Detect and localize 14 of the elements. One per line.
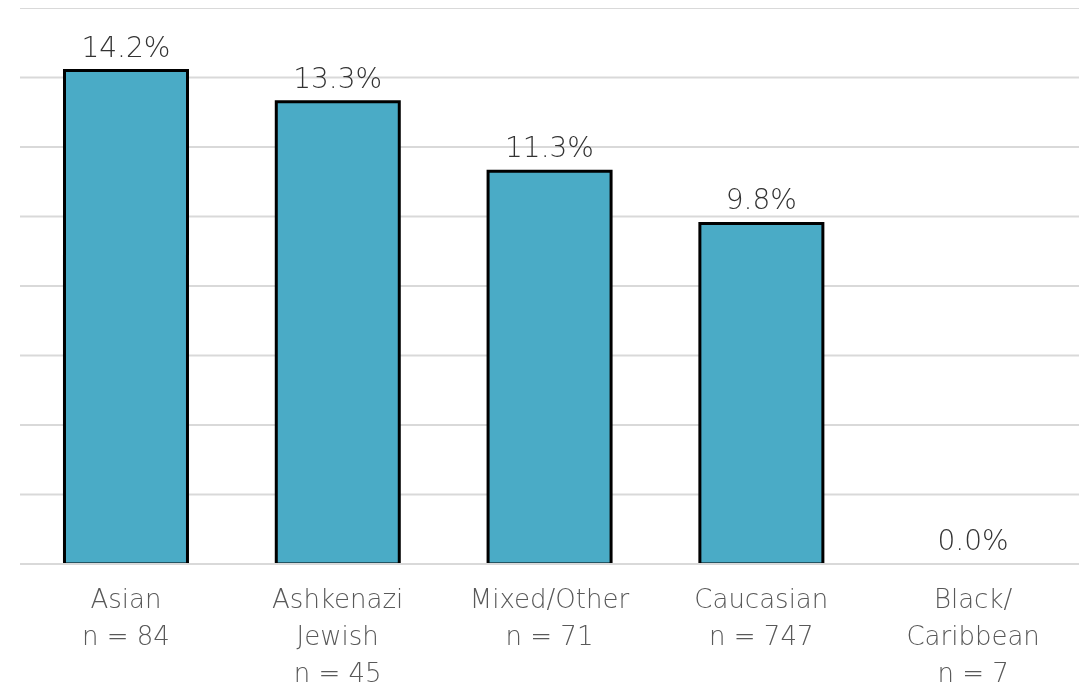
- x-tick-label: Black/ Caribbean n = 7: [906, 584, 1040, 688]
- bar: [698, 221, 825, 564]
- data-label: 14.2%: [81, 30, 171, 64]
- data-label: 13.3%: [293, 61, 383, 95]
- data-label: 0.0%: [937, 524, 1009, 557]
- bar: [62, 69, 189, 564]
- x-tick-label: Ashkenazi Jewish n = 45: [272, 584, 404, 688]
- x-tick-label: Mixed/Other n = 71: [469, 584, 630, 651]
- x-tick-label: Caucasian n = 747: [694, 584, 829, 651]
- data-label: 11.3%: [505, 131, 594, 165]
- bar: [486, 169, 613, 564]
- bar: [274, 100, 401, 564]
- data-label: 9.8%: [725, 183, 797, 217]
- x-tick-label: Asian n = 84: [81, 584, 170, 651]
